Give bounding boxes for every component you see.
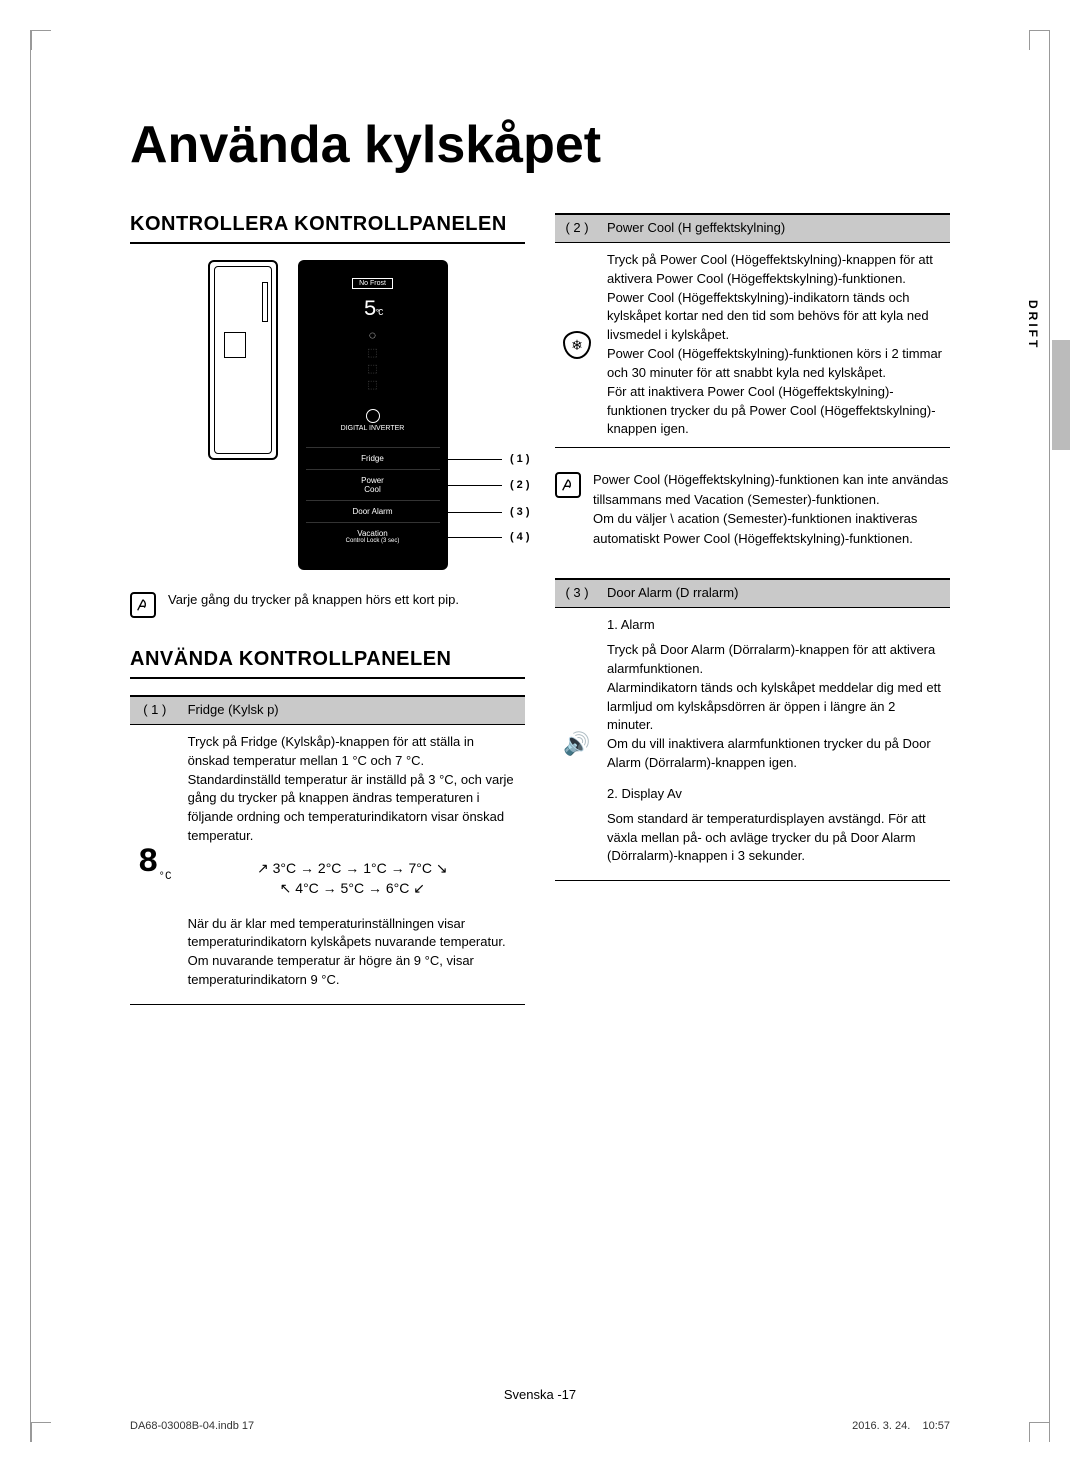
digit-8-icon: 8°C	[138, 846, 172, 883]
page-content: Använda kylskåpet KONTROLLERA KONTROLLPA…	[130, 115, 950, 1372]
left-column: KONTROLLERA KONTROLLPANELEN No Frost 5°C…	[130, 213, 525, 1005]
sec3-title: Door Alarm (D rralarm)	[599, 579, 950, 607]
panel-button: VacationControl Lock (3 sec)( 4 )	[306, 522, 440, 550]
sec3-icon-cell: 🔊	[555, 608, 599, 881]
panel-buttons: Fridge( 1 )PowerCool( 2 )Door Alarm( 3 )…	[306, 447, 440, 550]
page-footer: Svenska -17	[130, 1387, 950, 1402]
panel-temp: 5°C	[306, 297, 440, 322]
note-beep: Varje gång du trycker på knappen hörs et…	[130, 590, 525, 618]
temp-cycle-diagram: ↗ 3°C → 2°C → 1°C → 7°C ↘ ↖ 4°C → 5°C → …	[188, 858, 517, 899]
note-powercool-text: Power Cool (Högeffektskylning)-funktione…	[593, 470, 950, 548]
meta-right: 2016. 3. 24. 10:57	[852, 1420, 950, 1432]
sec3-body: 1. Alarm Tryck på Door Alarm (Dörralarm)…	[599, 608, 950, 881]
sec3-item1-body: Tryck på Door Alarm (Dörralarm)-knappen …	[607, 641, 942, 773]
sec2-body: Tryck på Power Cool (Högeffektskylning)-…	[599, 242, 950, 447]
meta-footer: DA68-03008B-04.indb 17 2016. 3. 24. 10:5…	[130, 1420, 950, 1432]
sec1-body: Tryck på Fridge (Kylskåp)-knappen för at…	[180, 724, 525, 1004]
note-icon	[555, 472, 581, 498]
section-2-table: ( 2 ) Power Cool (H geffektskylning) ❄ T…	[555, 213, 950, 448]
meta-left: DA68-03008B-04.indb 17	[130, 1420, 254, 1432]
snowflake-icon: ❄	[563, 331, 591, 359]
panel-button: Door Alarm( 3 )	[306, 500, 440, 522]
note-powercool: Power Cool (Högeffektskylning)-funktione…	[555, 470, 950, 548]
section-3-table: ( 3 ) Door Alarm (D rralarm) 🔊 1. Alarm …	[555, 578, 950, 881]
panel-diagram: No Frost 5°C ◌ ⬚ ⬚ ⬚ DIGITAL INVERTER Fr…	[130, 260, 525, 570]
sec2-icon-cell: ❄	[555, 242, 599, 447]
sec2-num: ( 2 )	[555, 214, 599, 242]
nofrost-label: No Frost	[352, 278, 393, 289]
right-column: ( 2 ) Power Cool (H geffektskylning) ❄ T…	[555, 213, 950, 1005]
control-panel-illustration: No Frost 5°C ◌ ⬚ ⬚ ⬚ DIGITAL INVERTER Fr…	[298, 260, 448, 570]
page-title: Använda kylskåpet	[130, 115, 950, 175]
speaker-icon: 🔊	[563, 730, 591, 758]
sec3-item1-title: 1. Alarm	[607, 616, 942, 635]
footer-page: -17	[557, 1387, 576, 1402]
drop-icon: ◌	[306, 328, 440, 342]
sec3-item2-title: 2. Display Av	[607, 785, 942, 804]
panel-button: Fridge( 1 )	[306, 447, 440, 469]
heading-check-panel: KONTROLLERA KONTROLLPANELEN	[130, 213, 525, 244]
side-tab: DRIFT	[1026, 300, 1040, 350]
note-beep-text: Varje gång du trycker på knappen hörs et…	[168, 590, 459, 610]
section-1-table: ( 1 ) Fridge (Kylsk p) 8°C Tryck på Frid…	[130, 695, 525, 1005]
side-tab-label: DRIFT	[1026, 300, 1040, 350]
sec1-icon-cell: 8°C	[130, 724, 180, 1004]
note-icon	[130, 592, 156, 618]
sec1-body1: Tryck på Fridge (Kylskåp)-knappen för at…	[188, 733, 517, 846]
side-tab-bar	[1052, 340, 1070, 450]
heading-use-panel: ANVÄNDA KONTROLLPANELEN	[130, 648, 525, 679]
fridge-outline-icon	[208, 260, 278, 460]
columns: KONTROLLERA KONTROLLPANELEN No Frost 5°C…	[130, 213, 950, 1005]
sec1-title: Fridge (Kylsk p)	[180, 696, 525, 724]
inverter-label: DIGITAL INVERTER	[306, 409, 440, 433]
sec1-num: ( 1 )	[130, 696, 180, 724]
footer-lang: Svenska	[504, 1387, 554, 1402]
sec3-num: ( 3 )	[555, 579, 599, 607]
sec2-title: Power Cool (H geffektskylning)	[599, 214, 950, 242]
sec3-item2-body: Som standard är temperaturdisplayen avst…	[607, 810, 942, 867]
sec1-body2: När du är klar med temperaturinställning…	[188, 915, 517, 990]
panel-button: PowerCool( 2 )	[306, 469, 440, 500]
